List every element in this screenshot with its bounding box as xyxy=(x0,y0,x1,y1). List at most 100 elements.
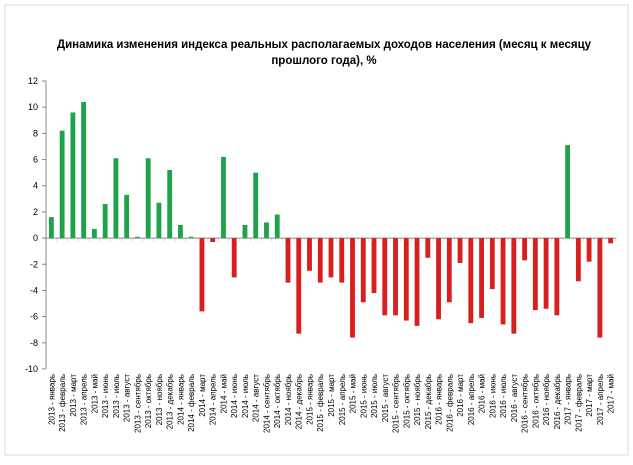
x-tick-label-1: 2013 - январь xyxy=(47,374,56,425)
bar-22 xyxy=(274,214,280,239)
bar-5 xyxy=(91,228,97,239)
bar-18 xyxy=(231,238,237,278)
bar-40 xyxy=(468,238,474,324)
bar-2 xyxy=(59,130,65,239)
y-tick-label: -6 xyxy=(30,312,38,322)
x-tick-label-29: 2015 - май xyxy=(349,374,358,413)
bar-21 xyxy=(264,222,269,239)
bar-41 xyxy=(479,238,484,318)
x-tick-label-33: 2015 - сентябрь xyxy=(392,374,401,433)
x-tick-label-6: 2013 - июнь xyxy=(101,374,110,418)
bar-42 xyxy=(489,238,495,290)
bar-3 xyxy=(70,112,76,239)
x-tick-label-42: 2016 - июнь xyxy=(488,374,497,418)
x-tick-label-17: 2014 - май xyxy=(219,374,228,413)
bars-group xyxy=(48,101,614,338)
y-tick-label: 4 xyxy=(33,181,38,191)
x-tick-label-40: 2016 - апрель xyxy=(467,374,476,425)
x-tick-label-23: 2014 - ноябрь xyxy=(284,374,293,425)
x-tick-label-37: 2016 - январь xyxy=(435,374,444,425)
x-tick-label-20: 2014 - август xyxy=(252,374,261,422)
bar-13 xyxy=(178,225,183,239)
bar-36 xyxy=(425,238,431,258)
bar-37 xyxy=(436,238,441,320)
bar-34 xyxy=(403,238,409,321)
x-tick-label-9: 2013 - сентябрь xyxy=(133,374,142,433)
bar-25 xyxy=(307,238,312,271)
chart-title-line-2: прошлого года), % xyxy=(271,55,376,67)
bar-49 xyxy=(565,145,571,239)
x-tick-label-41: 2016 - май xyxy=(478,374,487,413)
x-tick-label-44: 2016 - август xyxy=(510,374,519,422)
x-tick-label-35: 2015 - ноябрь xyxy=(413,374,422,425)
x-tick-label-21: 2014 - сентябрь xyxy=(262,374,271,433)
y-tick-label: -10 xyxy=(25,364,38,374)
y-tick-label: 2 xyxy=(33,207,38,217)
x-tick-label-45: 2016 - сентябрь xyxy=(521,374,530,433)
x-tick-label-18: 2014 - июнь xyxy=(230,374,239,418)
bar-11 xyxy=(156,202,162,239)
bar-38 xyxy=(446,238,452,303)
bar-8 xyxy=(124,194,130,239)
bar-20 xyxy=(253,172,259,239)
x-tick-label-10: 2013 - октябрь xyxy=(144,374,153,428)
x-tick-label-30: 2015 - июнь xyxy=(359,374,368,418)
y-tick-label: -4 xyxy=(30,285,38,295)
x-tick-label-49: 2017 - январь xyxy=(564,374,573,425)
x-tick-label-22: 2014 - октябрь xyxy=(273,374,282,428)
bar-19 xyxy=(242,225,248,239)
bar-31 xyxy=(371,238,377,294)
y-tick-label: 12 xyxy=(28,76,38,86)
bar-50 xyxy=(575,238,581,282)
bar-28 xyxy=(339,238,345,283)
bar-1 xyxy=(48,217,54,239)
x-tick-label-13: 2014 - январь xyxy=(176,374,185,425)
x-tick-label-26: 2015 - февраль xyxy=(316,374,325,432)
bar-47 xyxy=(543,238,549,309)
bar-35 xyxy=(414,238,420,326)
x-tick-label-39: 2016 - март xyxy=(456,374,465,417)
bar-17 xyxy=(221,156,226,239)
bar-10 xyxy=(145,158,151,239)
x-tick-label-12: 2013 - декабрь xyxy=(166,374,175,429)
y-tick-label: 8 xyxy=(33,128,38,138)
x-tick-labels: 2013 - январь 2013 - февраль 2013 - март 20… xyxy=(47,374,615,433)
x-tick-label-8: 2013 - август xyxy=(123,374,132,422)
y-tick-label: 10 xyxy=(28,102,38,112)
x-tick-label-3: 2013 - март xyxy=(69,374,78,417)
bar-27 xyxy=(328,238,334,278)
x-tick-label-50: 2017 - февраль xyxy=(574,374,583,432)
x-tick-label-16: 2014 - апрель xyxy=(209,374,218,425)
bar-23 xyxy=(285,238,291,283)
x-tick-label-27: 2015 - март xyxy=(327,374,336,417)
x-tick-label-43: 2016 - июль xyxy=(499,374,508,418)
x-tick-label-15: 2014 - март xyxy=(198,374,207,417)
bar-46 xyxy=(532,238,538,311)
bar-26 xyxy=(317,238,323,283)
x-tick-label-24: 2014 - декабрь xyxy=(295,374,304,429)
x-tick-label-46: 2016 - октябрь xyxy=(531,374,540,428)
x-tick-label-25: 2015 - январь xyxy=(305,374,314,425)
y-tick-label: 6 xyxy=(33,155,38,165)
x-tick-label-53: 2017 - май xyxy=(607,374,616,413)
bar-14 xyxy=(188,236,194,239)
bar-15 xyxy=(199,238,205,312)
bar-7 xyxy=(113,158,119,239)
bar-16 xyxy=(210,238,216,243)
x-tick-label-28: 2015 - апрель xyxy=(338,374,347,425)
x-tick-label-51: 2017 - март xyxy=(585,374,594,417)
bar-6 xyxy=(102,204,108,239)
bar-45 xyxy=(522,238,528,261)
bar-52 xyxy=(597,238,603,338)
bar-33 xyxy=(393,238,398,316)
chart-border xyxy=(4,4,629,456)
bar-29 xyxy=(350,238,355,338)
bar-9 xyxy=(135,236,140,239)
bar-48 xyxy=(554,238,560,316)
x-tick-label-36: 2015 - декабрь xyxy=(424,374,433,429)
x-tick-label-48: 2016 - декабрь xyxy=(553,374,562,429)
x-tick-label-7: 2013 - июль xyxy=(112,374,121,418)
x-tick-label-32: 2015 - август xyxy=(381,374,390,422)
